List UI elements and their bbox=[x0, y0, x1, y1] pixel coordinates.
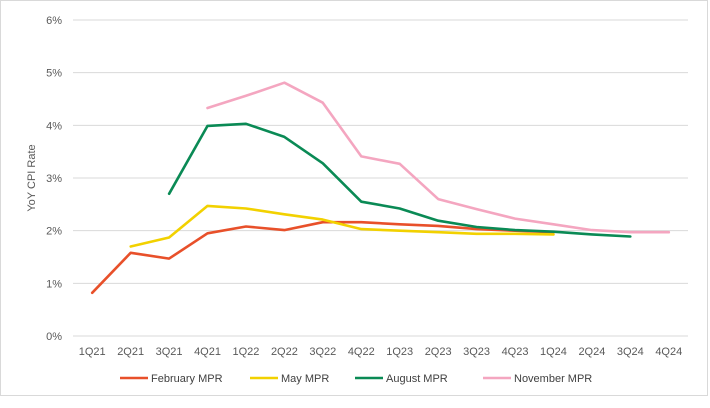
x-tick-label: 1Q22 bbox=[233, 346, 260, 358]
y-axis-ticks: 0% 1% 2% 3% 4% 5% 6% bbox=[46, 15, 62, 343]
series-lines bbox=[90, 81, 671, 295]
x-tick-label: 3Q23 bbox=[463, 346, 490, 358]
series-line-february-mpr bbox=[90, 220, 555, 295]
x-tick-label: 4Q23 bbox=[502, 346, 529, 358]
chart-frame bbox=[0, 0, 708, 396]
x-tick-label: 2Q23 bbox=[425, 346, 452, 358]
legend-label: February MPR bbox=[151, 373, 223, 385]
legend-label: November MPR bbox=[514, 373, 592, 385]
x-tick-label: 1Q23 bbox=[386, 346, 413, 358]
x-tick-label: 1Q21 bbox=[79, 346, 106, 358]
legend: February MPR May MPR August MPR November MP… bbox=[120, 373, 592, 385]
x-tick-label: 2Q24 bbox=[578, 346, 605, 358]
x-tick-label: 4Q24 bbox=[655, 346, 682, 358]
y-tick-label: 6% bbox=[46, 15, 62, 27]
series-line-november-mpr bbox=[206, 81, 671, 234]
y-axis-title: YoY CPI Rate bbox=[26, 144, 38, 211]
x-tick-label: 1Q24 bbox=[540, 346, 567, 358]
series-line-august-mpr bbox=[167, 122, 632, 238]
y-tick-label: 0% bbox=[46, 331, 62, 343]
x-tick-label: 3Q21 bbox=[156, 346, 183, 358]
y-tick-label: 4% bbox=[46, 120, 62, 132]
y-tick-label: 2% bbox=[46, 226, 62, 238]
x-tick-label: 2Q22 bbox=[271, 346, 298, 358]
y-tick-label: 1% bbox=[46, 278, 62, 290]
y-tick-label: 3% bbox=[46, 173, 62, 185]
y-tick-label: 5% bbox=[46, 68, 62, 80]
series-line-may-mpr bbox=[129, 204, 555, 248]
legend-label: May MPR bbox=[281, 373, 329, 385]
x-axis-ticks: 1Q21 2Q21 3Q21 4Q21 1Q22 2Q22 3Q22 4Q22 1Q23 2Q23… bbox=[79, 346, 682, 358]
x-tick-label: 3Q22 bbox=[309, 346, 336, 358]
x-tick-label: 4Q21 bbox=[194, 346, 221, 358]
gridlines bbox=[73, 19, 688, 337]
x-tick-label: 3Q24 bbox=[617, 346, 644, 358]
x-tick-label: 2Q21 bbox=[117, 346, 144, 358]
legend-label: August MPR bbox=[386, 373, 448, 385]
x-tick-label: 4Q22 bbox=[348, 346, 375, 358]
